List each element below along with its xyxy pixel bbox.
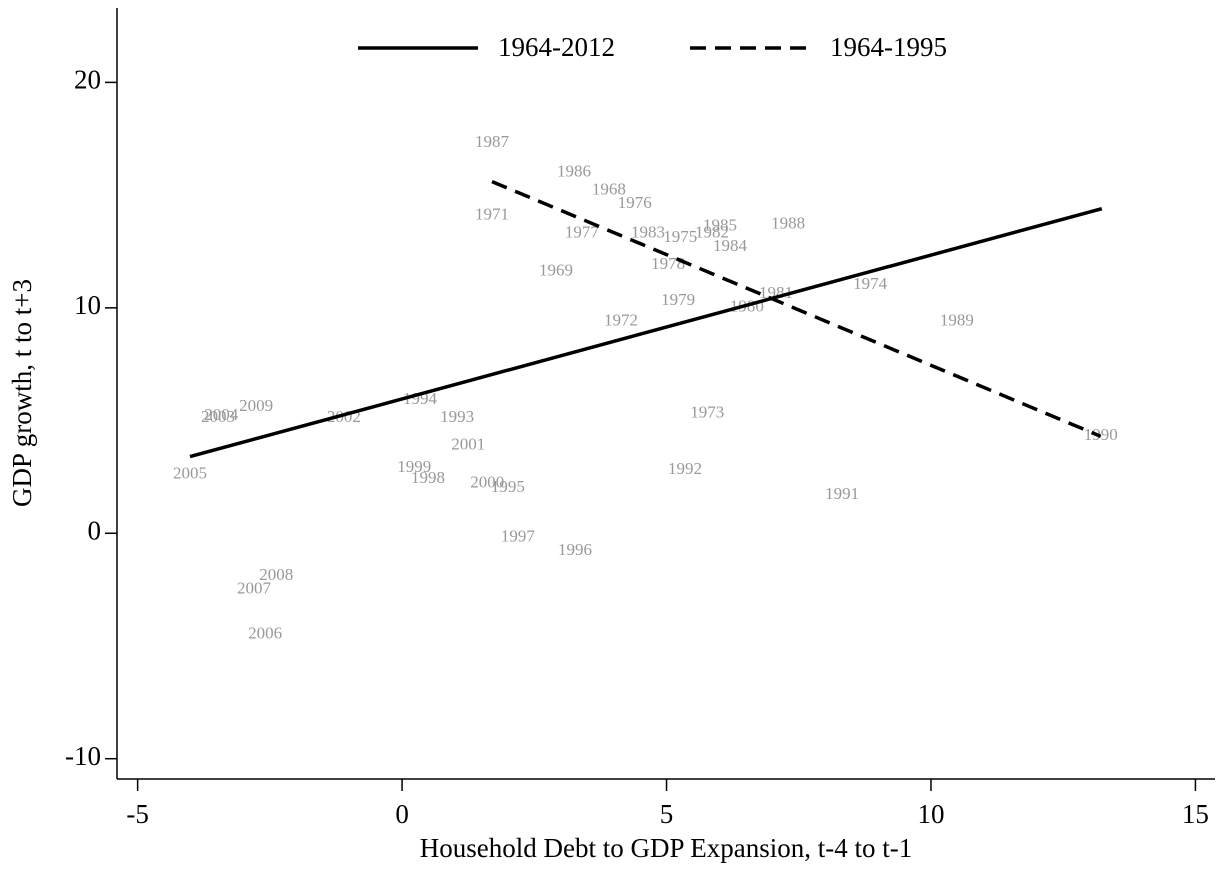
point-label: 1974 [853, 274, 888, 293]
point-label: 1982 [695, 222, 729, 241]
point-label: 2003 [201, 407, 235, 426]
point-label: 1973 [690, 403, 724, 422]
y-tick-label: 20 [74, 65, 101, 95]
point-label: 2001 [451, 434, 485, 453]
point-label: 1997 [501, 527, 536, 546]
y-axis-title: GDP growth, t to t+3 [7, 279, 37, 507]
point-label: 1992 [668, 459, 702, 478]
point-label: 1995 [491, 477, 525, 496]
point-label: 2005 [173, 464, 207, 483]
x-axis-title: Household Debt to GDP Expansion, t-4 to … [420, 833, 912, 863]
y-tick-label: -10 [65, 741, 101, 771]
point-label: 1979 [661, 290, 695, 309]
point-label: 1968 [592, 180, 626, 199]
point-label: 1983 [631, 222, 665, 241]
point-label: 1991 [825, 484, 859, 503]
point-label: 1977 [565, 222, 600, 241]
point-label: 1996 [558, 540, 592, 559]
x-tick-label: 5 [660, 799, 674, 829]
x-tick-label: 0 [395, 799, 409, 829]
point-label: 1972 [604, 310, 638, 329]
x-tick-label: 10 [917, 799, 944, 829]
fit-line [189, 206, 1103, 459]
point-label: 1976 [618, 193, 652, 212]
point-label: 1988 [771, 213, 805, 232]
y-tick-label: 0 [88, 515, 102, 545]
point-label: 1998 [411, 468, 445, 487]
y-tick-label: 10 [74, 290, 101, 320]
point-label: 2009 [239, 396, 273, 415]
fit-line [491, 179, 1102, 438]
point-label: 1981 [759, 283, 793, 302]
point-label: 1971 [475, 204, 509, 223]
point-label: 1969 [539, 261, 573, 280]
point-label: 2008 [259, 565, 293, 584]
point-label: 2004 [204, 405, 239, 424]
point-label: 2007 [237, 579, 272, 598]
point-label: 1994 [403, 389, 438, 408]
point-label: 1975 [663, 227, 697, 246]
legend-label: 1964-1995 [830, 32, 947, 62]
point-label: 2000 [470, 473, 504, 492]
point-label: 1987 [475, 132, 510, 151]
point-label: 1986 [557, 161, 591, 180]
x-tick-label: 15 [1182, 799, 1209, 829]
point-label: 1999 [397, 457, 431, 476]
point-label: 2006 [248, 624, 282, 643]
x-tick-label: -5 [126, 799, 149, 829]
point-label: 1989 [940, 310, 974, 329]
legend-label: 1964-2012 [498, 32, 615, 62]
point-label: 1993 [440, 407, 474, 426]
point-label: 1984 [713, 236, 748, 255]
point-label: 1985 [703, 216, 737, 235]
point-label: 1978 [651, 254, 685, 273]
